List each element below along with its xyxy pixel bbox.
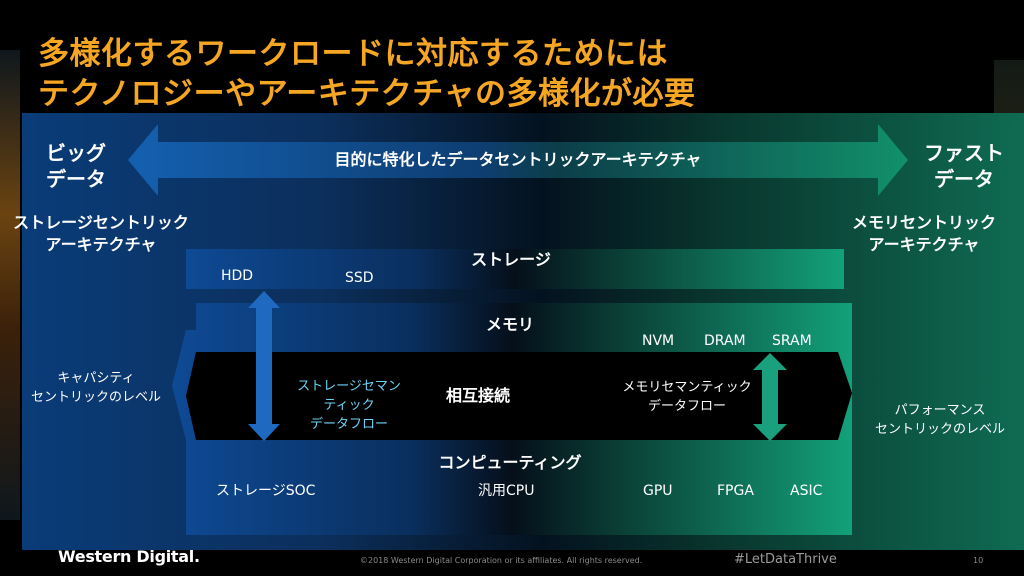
storage-soc-label: ストレージSOC [216,483,316,499]
storage-flow-arrow [248,291,280,441]
storage-centric-architecture: ストレージセントリック アーキテクチャ [13,213,189,254]
fast-data-label: ファスト データ [924,141,1004,191]
performance-centric-level: パフォーマンス セントリックのレベル [874,403,1005,437]
copyright-text: ©2018 Western Digital Corporation or its… [360,556,643,565]
nvm-label: NVM [642,333,675,349]
gpu-label: GPU [643,483,673,499]
memory-flow-arrow [753,353,787,441]
hashtag: #LetDataThrive [734,552,837,567]
storage-layer-title: ストレージ [471,250,551,269]
big-data-label: ビッグ データ [46,141,106,191]
ssd-label: SSD [345,270,374,286]
memory-semantic-dataflow: メモリセマンティック データフロー [622,380,752,414]
general-cpu-label: 汎用CPU [478,483,535,499]
storage-layer [186,249,844,289]
left-decoration [0,50,20,520]
asic-label: ASIC [790,483,823,499]
big-double-arrow [128,124,908,196]
interconnect-layer-title: 相互接続 [445,386,510,405]
computing-layer-title: コンピューティング [438,453,582,472]
capacity-centric-level: キャパシティ セントリックのレベル [30,371,161,405]
slide-title: 多様化するワークロードに対応するためには テクノロジーやアーキテクチャの多様化が… [38,34,695,114]
title-line-2: テクノロジーやアーキテクチャの多様化が必要 [38,76,696,112]
hdd-label: HDD [221,268,254,284]
western-digital-logo: Western Digital. [58,547,200,566]
interconnect-band [186,352,852,440]
memory-centric-architecture: メモリセントリック アーキテクチャ [851,213,996,254]
arrow-label: 目的に特化したデータセントリックアーキテクチャ [334,150,702,169]
dram-label: DRAM [704,333,746,349]
memory-layer-title: メモリ [485,315,534,334]
sram-label: SRAM [772,333,812,349]
fpga-label: FPGA [717,483,754,499]
title-line-1: 多様化するワークロードに対応するためには [38,36,668,72]
storage-semantic-dataflow: ストレージセマン ティック データフロー [297,379,401,432]
page-number: 10 [973,556,984,565]
